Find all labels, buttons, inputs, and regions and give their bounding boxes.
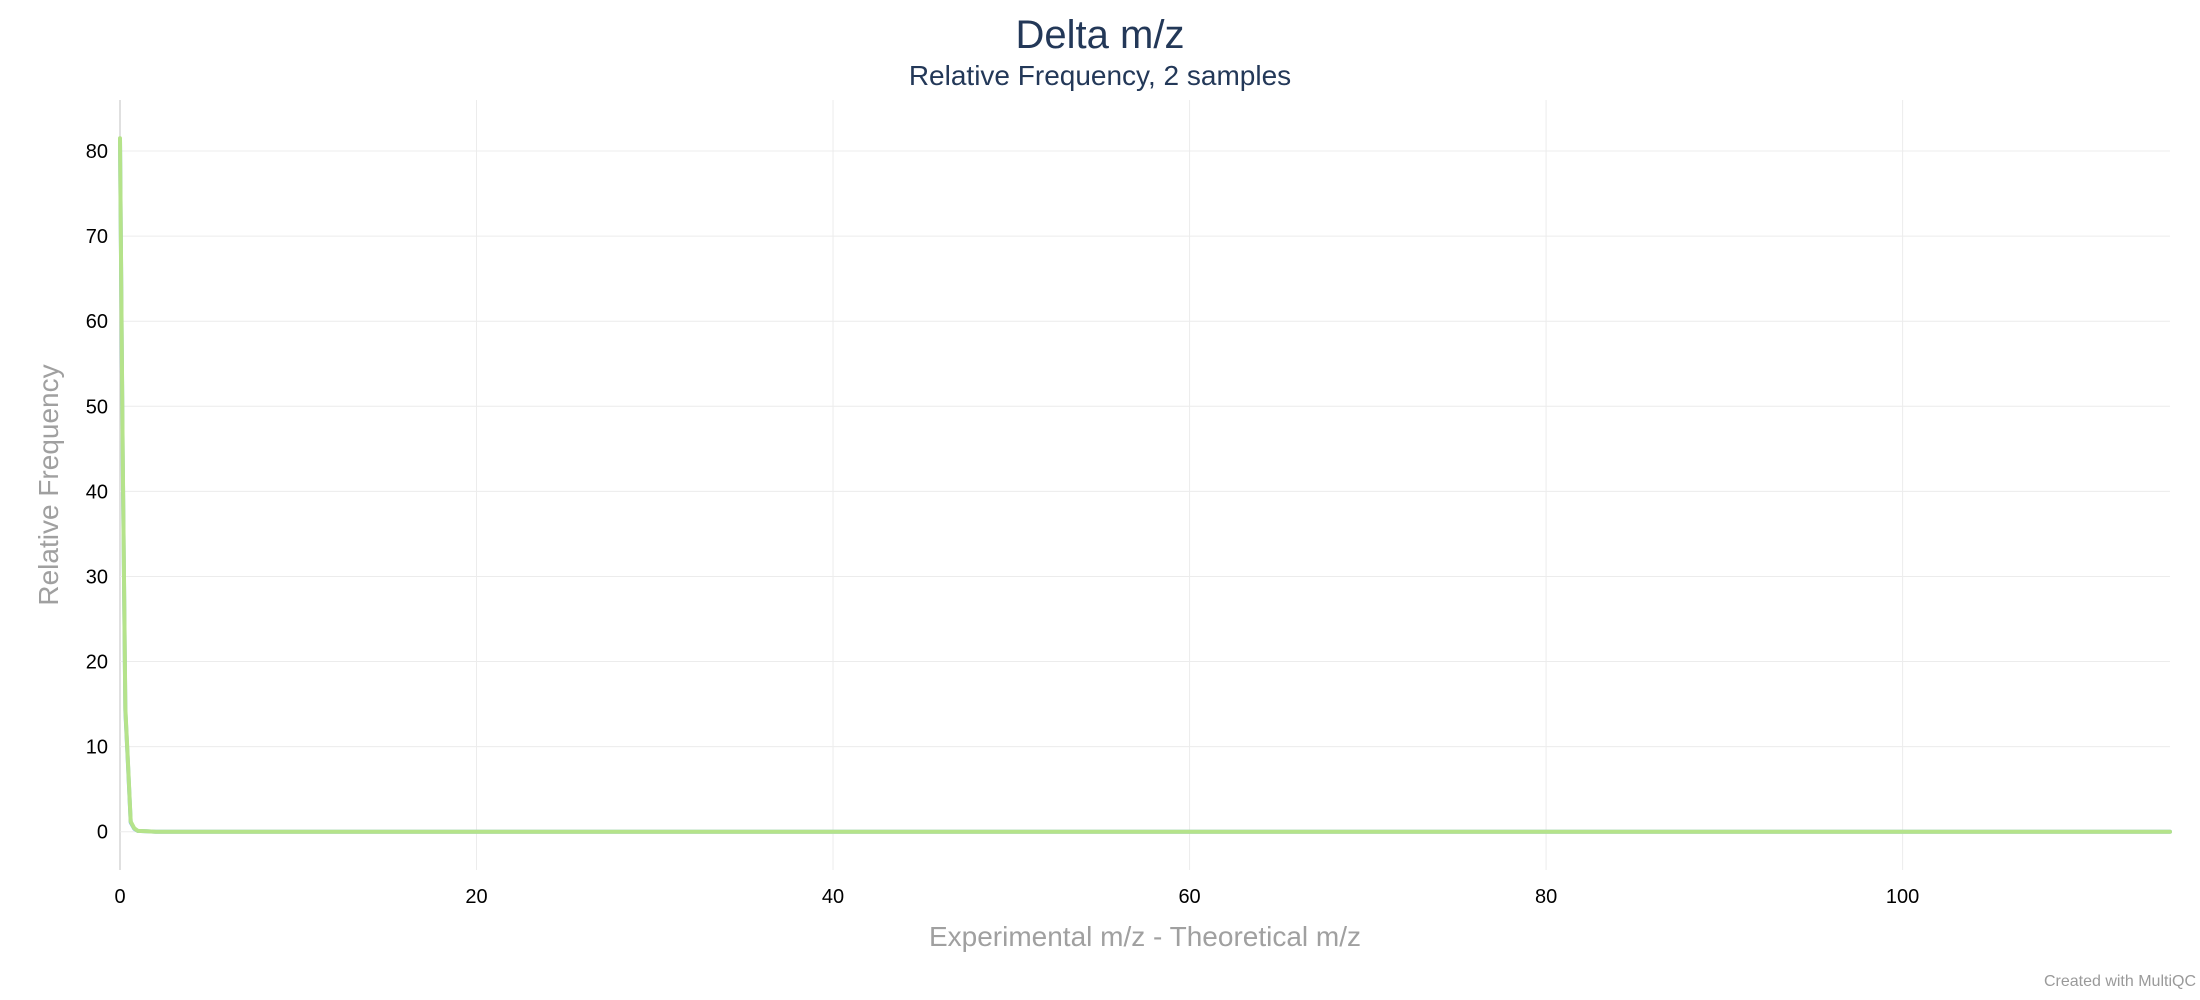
x-tick-label: 100 <box>1886 886 1919 908</box>
x-axis-ticks: 0 20 40 60 80 100 <box>114 886 1919 908</box>
y-tick-label: 50 <box>86 396 108 418</box>
x-tick-label: 0 <box>114 886 125 908</box>
y-tick-label: 60 <box>86 311 108 333</box>
series-line-1[interactable] <box>118 136 2172 834</box>
y-axis-ticks: 0 10 20 30 40 50 60 70 80 <box>86 141 108 844</box>
credit-text[interactable]: Created with MultiQC <box>2044 973 2196 990</box>
y-tick-label: 10 <box>86 737 108 759</box>
y-tick-label: 20 <box>86 652 108 674</box>
chart-title: Delta m/z <box>1016 13 1185 57</box>
grid <box>119 100 2170 870</box>
y-tick-label: 80 <box>86 141 108 163</box>
chart-subtitle: Relative Frequency, 2 samples <box>909 60 1291 91</box>
y-tick-label: 30 <box>86 566 108 588</box>
x-tick-label: 20 <box>465 886 487 908</box>
y-tick-label: 70 <box>86 226 108 248</box>
x-axis-title: Experimental m/z - Theoretical m/z <box>929 921 1361 952</box>
x-tick-label: 60 <box>1178 886 1200 908</box>
x-tick-label: 80 <box>1535 886 1557 908</box>
y-axis-title: Relative Frequency <box>33 364 64 605</box>
y-tick-label: 0 <box>97 822 108 844</box>
series-line-2[interactable] <box>118 137 2172 834</box>
y-tick-label: 40 <box>86 481 108 503</box>
series-lines <box>118 136 2172 834</box>
x-tick-label: 40 <box>822 886 844 908</box>
